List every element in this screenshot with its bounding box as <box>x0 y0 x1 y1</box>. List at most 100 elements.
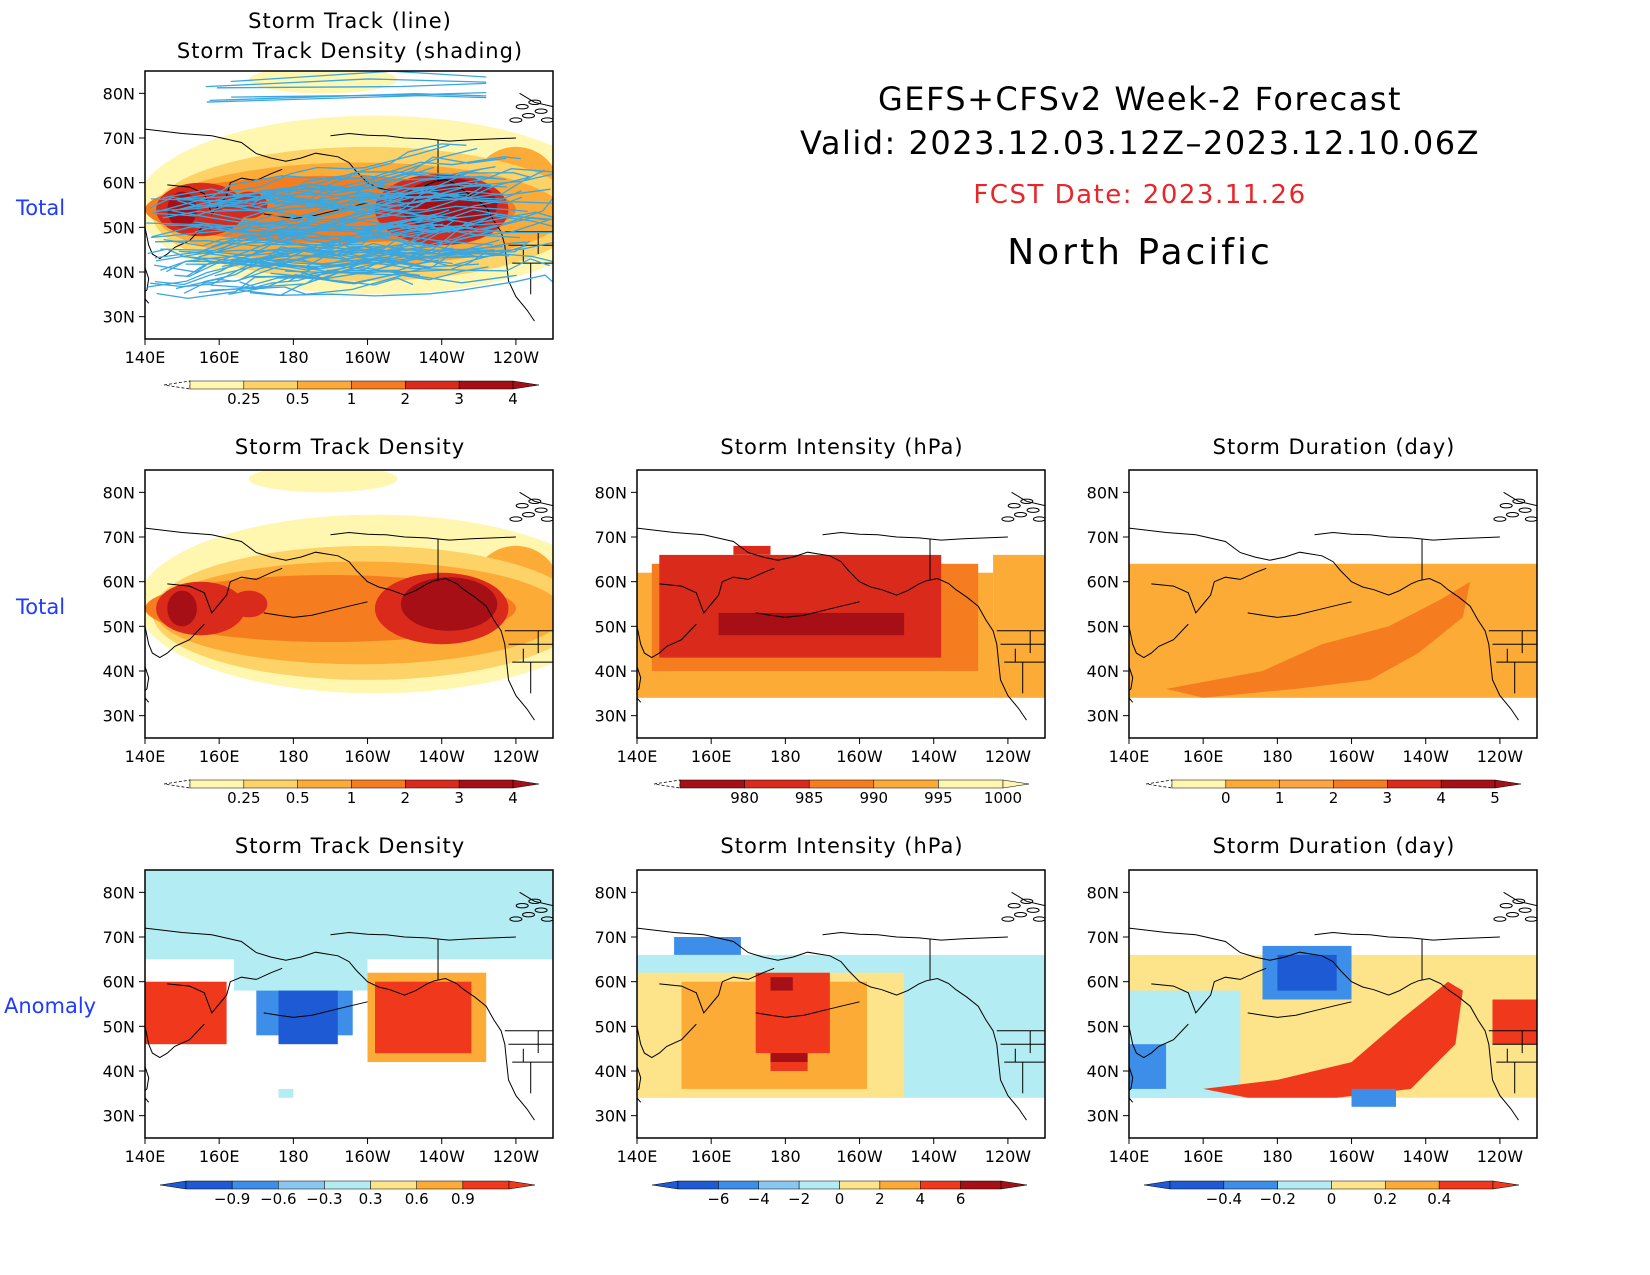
colorbar-label: 3 <box>1383 789 1393 807</box>
grid-cell <box>718 612 905 636</box>
map-panel-0: 80N 70N 60N 50N 40N 30N 140E 160E 180 160W 140W 120… <box>103 70 554 367</box>
lat-tick-label: 60N <box>103 174 135 193</box>
map-frame <box>636 469 1046 739</box>
colorbar-arrow-right <box>508 1180 536 1190</box>
grid-cell <box>733 545 771 555</box>
island <box>528 498 542 504</box>
island <box>540 516 553 522</box>
lon-tick-label: 180 <box>278 747 309 766</box>
grid-cell <box>1129 1044 1167 1089</box>
lon-tick-label: 140E <box>1109 1147 1150 1166</box>
colorbar-label: 4 <box>1436 789 1446 807</box>
coastline <box>1011 491 1045 507</box>
colorbar-swatch <box>1440 779 1496 789</box>
map-frame <box>636 869 1046 1139</box>
colorbar-label: 3 <box>454 789 464 807</box>
colorbar-label: 4 <box>916 1190 926 1208</box>
map-field <box>1129 470 1537 738</box>
lat-tick-label: 70N <box>103 528 135 547</box>
colorbar-swatch <box>679 779 745 789</box>
lon-tick-label: 140W <box>419 1147 466 1166</box>
island <box>1506 912 1519 918</box>
colorbar-swatch <box>351 779 406 789</box>
lat-tick-label: 70N <box>1087 928 1119 947</box>
colorbar-swatch <box>938 779 1004 789</box>
island <box>515 903 529 909</box>
lat-tick-label: 60N <box>1087 973 1119 992</box>
density-contour <box>230 590 268 618</box>
density-contour <box>167 590 197 627</box>
colorbar-0: 0.25 0.5 1 2 3 4 <box>163 380 540 408</box>
map-field <box>637 470 1045 738</box>
lat-tick-label: 80N <box>1087 883 1119 902</box>
lat-tick-label: 80N <box>1087 483 1119 502</box>
panel-title-tracks: Storm Track (line) Storm Track Density (… <box>140 6 560 66</box>
island <box>528 99 542 105</box>
storm-track-line <box>198 245 503 294</box>
coastline <box>145 927 535 1121</box>
lat-tick-label: 30N <box>595 1107 627 1126</box>
storm-track-line <box>156 275 414 300</box>
lat-tick-label: 40N <box>103 263 135 282</box>
title-text: Storm Duration (day) <box>1212 834 1456 858</box>
panel-title-density: Storm Track Density <box>140 432 560 462</box>
island <box>1007 503 1021 509</box>
island <box>1001 516 1015 522</box>
storm-track-line <box>147 223 434 288</box>
grid-cell <box>904 999 994 1062</box>
colorbar-3: 0 1 2 3 4 5 <box>1145 779 1522 807</box>
colorbar-swatch <box>718 1180 759 1190</box>
coastline <box>145 623 205 659</box>
colorbar-swatch <box>1277 1180 1332 1190</box>
lon-tick-label: 160W <box>344 348 391 367</box>
lat-tick-label: 80N <box>595 883 627 902</box>
lat-tick-label: 50N <box>1087 1017 1119 1036</box>
colorbar-label: −2 <box>788 1190 810 1208</box>
coastline <box>145 267 150 304</box>
island <box>534 907 548 913</box>
island <box>1493 916 1507 922</box>
coastline <box>167 967 283 1014</box>
colorbar-label: 0.5 <box>286 390 310 408</box>
colorbar-label: 1000 <box>984 789 1022 807</box>
map-frame <box>144 469 554 739</box>
storm-track-line <box>171 206 459 226</box>
map-field <box>1129 870 1537 1138</box>
storm-track-line <box>244 245 527 270</box>
island <box>1512 898 1526 904</box>
storm-track-line <box>206 94 487 103</box>
island <box>522 912 535 918</box>
lat-tick-label: 50N <box>595 1017 627 1036</box>
coastline <box>637 527 1027 721</box>
colorbar-arrow-left <box>159 1180 187 1190</box>
colorbar-4: −0.9 −0.6 −0.3 0.3 0.6 0.9 <box>159 1180 536 1208</box>
colorbar-5: −6 −4 −2 0 2 4 6 <box>651 1180 1028 1208</box>
storm-track-line <box>221 249 510 268</box>
map-panel-1: 80N 70N 60N 50N 40N 30N 140E 160E 180 160W 140W 120… <box>103 469 554 766</box>
coastline <box>1129 527 1519 721</box>
island <box>1524 916 1537 922</box>
grid-cell <box>375 981 472 1054</box>
lon-tick-label: 140W <box>419 747 466 766</box>
coastline <box>1129 1023 1189 1059</box>
storm-track-line <box>276 190 522 209</box>
colorbar-label: 1 <box>347 390 357 408</box>
island <box>1032 916 1045 922</box>
colorbar-swatch <box>185 1180 233 1190</box>
lon-tick-label: 160W <box>836 1147 883 1166</box>
coastline <box>519 891 553 907</box>
lon-tick-label: 160E <box>691 747 732 766</box>
row-label-anomaly: Anomaly <box>4 994 97 1018</box>
storm-track-line <box>175 257 439 290</box>
storm-track-line <box>165 247 454 273</box>
row-label-total-middle: Total <box>16 595 66 619</box>
lon-tick-label: 160W <box>1328 747 1375 766</box>
title-text: Storm Intensity (hPa) <box>720 435 964 459</box>
lat-tick-label: 80N <box>103 883 135 902</box>
coastline <box>1247 601 1352 618</box>
colorbar-swatch <box>189 380 245 390</box>
colorbar-label: 0.25 <box>227 390 260 408</box>
coastline <box>167 567 283 614</box>
colorbar-swatch <box>297 380 352 390</box>
colorbar-arrow-left <box>163 380 191 390</box>
